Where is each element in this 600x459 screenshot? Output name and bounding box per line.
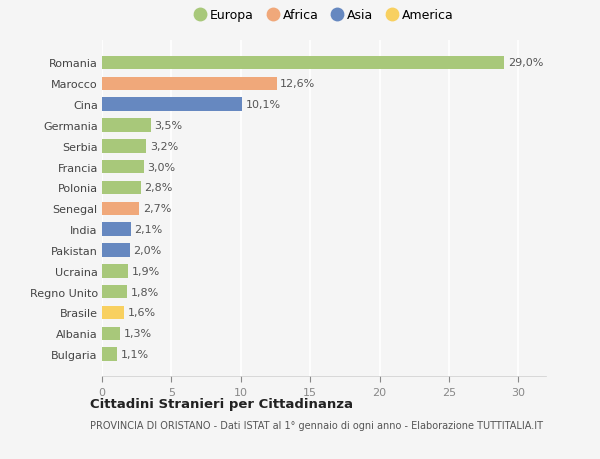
Bar — [102, 56, 505, 70]
Text: 2,1%: 2,1% — [134, 224, 163, 235]
Text: 1,8%: 1,8% — [130, 287, 158, 297]
Bar — [102, 285, 127, 299]
Bar — [102, 140, 146, 153]
Text: Cittadini Stranieri per Cittadinanza: Cittadini Stranieri per Cittadinanza — [90, 397, 353, 410]
Bar — [102, 98, 242, 112]
Text: 1,6%: 1,6% — [128, 308, 156, 318]
Bar — [102, 347, 117, 361]
Bar — [102, 306, 124, 319]
Bar — [102, 244, 130, 257]
Bar — [102, 119, 151, 133]
Text: 2,8%: 2,8% — [145, 183, 173, 193]
Text: 3,2%: 3,2% — [150, 141, 178, 151]
Bar — [102, 202, 139, 216]
Bar — [102, 161, 143, 174]
Bar — [102, 77, 277, 91]
Bar — [102, 327, 120, 341]
Text: 12,6%: 12,6% — [280, 79, 316, 89]
Text: 10,1%: 10,1% — [245, 100, 281, 110]
Bar — [102, 264, 128, 278]
Text: 1,9%: 1,9% — [132, 266, 160, 276]
Text: 2,0%: 2,0% — [133, 246, 161, 255]
Text: PROVINCIA DI ORISTANO - Dati ISTAT al 1° gennaio di ogni anno - Elaborazione TUT: PROVINCIA DI ORISTANO - Dati ISTAT al 1°… — [90, 420, 543, 430]
Text: 1,3%: 1,3% — [124, 329, 152, 339]
Legend: Europa, Africa, Asia, America: Europa, Africa, Asia, America — [194, 9, 454, 22]
Bar — [102, 223, 131, 236]
Text: 1,1%: 1,1% — [121, 349, 149, 359]
Text: 3,0%: 3,0% — [147, 162, 175, 172]
Text: 29,0%: 29,0% — [508, 58, 543, 68]
Bar — [102, 181, 141, 195]
Text: 3,5%: 3,5% — [154, 121, 182, 131]
Text: 2,7%: 2,7% — [143, 204, 172, 214]
